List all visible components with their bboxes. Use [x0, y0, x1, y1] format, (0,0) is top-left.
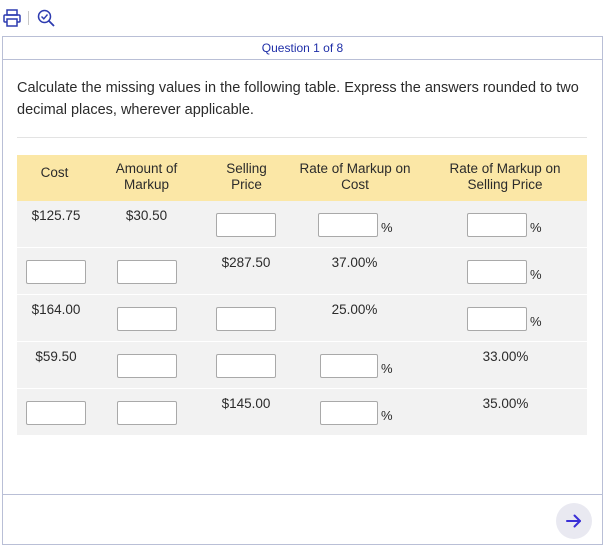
selling-price-input[interactable] — [216, 213, 276, 237]
markup-amount-input[interactable] — [117, 260, 177, 284]
footer-divider — [3, 494, 602, 495]
rate-on-selling-price-value: 33.00% — [482, 349, 529, 364]
question-panel: Question 1 of 8 Calculate the missing va… — [2, 36, 603, 545]
rate-on-selling-price-input[interactable] — [467, 213, 527, 237]
header-rate-on-cost: Rate of Markup on Cost — [299, 161, 411, 192]
question-instructions: Calculate the missing values in the foll… — [17, 80, 579, 118]
printer-icon[interactable] — [2, 8, 22, 28]
toolbar — [0, 0, 605, 36]
table-row: $125.75 $30.50 % % — [17, 201, 587, 248]
rate-on-cost-input[interactable] — [320, 354, 378, 378]
rate-on-selling-price-value: 35.00% — [482, 396, 529, 411]
rate-on-cost-value: 37.00% — [331, 255, 378, 270]
percent-sign: % — [381, 361, 393, 376]
cost-input[interactable] — [26, 260, 86, 284]
cost-input[interactable] — [26, 401, 86, 425]
rate-on-selling-price-input[interactable] — [467, 260, 527, 284]
header-rate-on-selling-price: Rate of Markup on Selling Price — [449, 161, 561, 192]
toolbar-divider — [28, 11, 29, 25]
search-check-icon[interactable] — [36, 8, 56, 28]
table-row: $164.00 25.00% % — [17, 295, 587, 342]
header-selling-price: Selling Price — [226, 161, 267, 192]
rate-on-cost-value: 25.00% — [331, 302, 378, 317]
table-header: Cost Amount of Markup Selling Price Rate… — [17, 155, 587, 201]
rate-on-selling-price-input[interactable] — [467, 307, 527, 331]
rate-on-cost-input[interactable] — [318, 213, 378, 237]
cost-value: $164.00 — [31, 302, 81, 317]
arrow-right-icon — [565, 512, 583, 530]
cost-value: $59.50 — [35, 349, 77, 364]
header-cost: Cost — [40, 165, 69, 180]
table-row: $145.00 % 35.00% — [17, 389, 587, 435]
markup-amount-input[interactable] — [117, 354, 177, 378]
percent-sign: % — [530, 314, 542, 329]
cost-value: $125.75 — [31, 208, 81, 223]
header-markup-amount: Amount of Markup — [115, 161, 178, 192]
markup-amount-value: $30.50 — [125, 208, 168, 223]
percent-sign: % — [530, 267, 542, 282]
percent-sign: % — [381, 220, 393, 235]
next-question-button[interactable] — [556, 503, 592, 539]
table-row: $287.50 37.00% % — [17, 248, 587, 295]
rate-on-cost-input[interactable] — [320, 401, 378, 425]
markup-amount-input[interactable] — [117, 401, 177, 425]
selling-price-value: $145.00 — [221, 396, 271, 411]
percent-sign: % — [530, 220, 542, 235]
divider — [17, 137, 587, 138]
percent-sign: % — [381, 408, 393, 423]
question-header: Question 1 of 8 — [3, 37, 602, 60]
selling-price-value: $287.50 — [221, 255, 271, 270]
markup-table: Cost Amount of Markup Selling Price Rate… — [17, 155, 587, 435]
selling-price-input[interactable] — [216, 307, 276, 331]
selling-price-input[interactable] — [216, 354, 276, 378]
markup-amount-input[interactable] — [117, 307, 177, 331]
table-row: $59.50 % 33.00% — [17, 342, 587, 389]
